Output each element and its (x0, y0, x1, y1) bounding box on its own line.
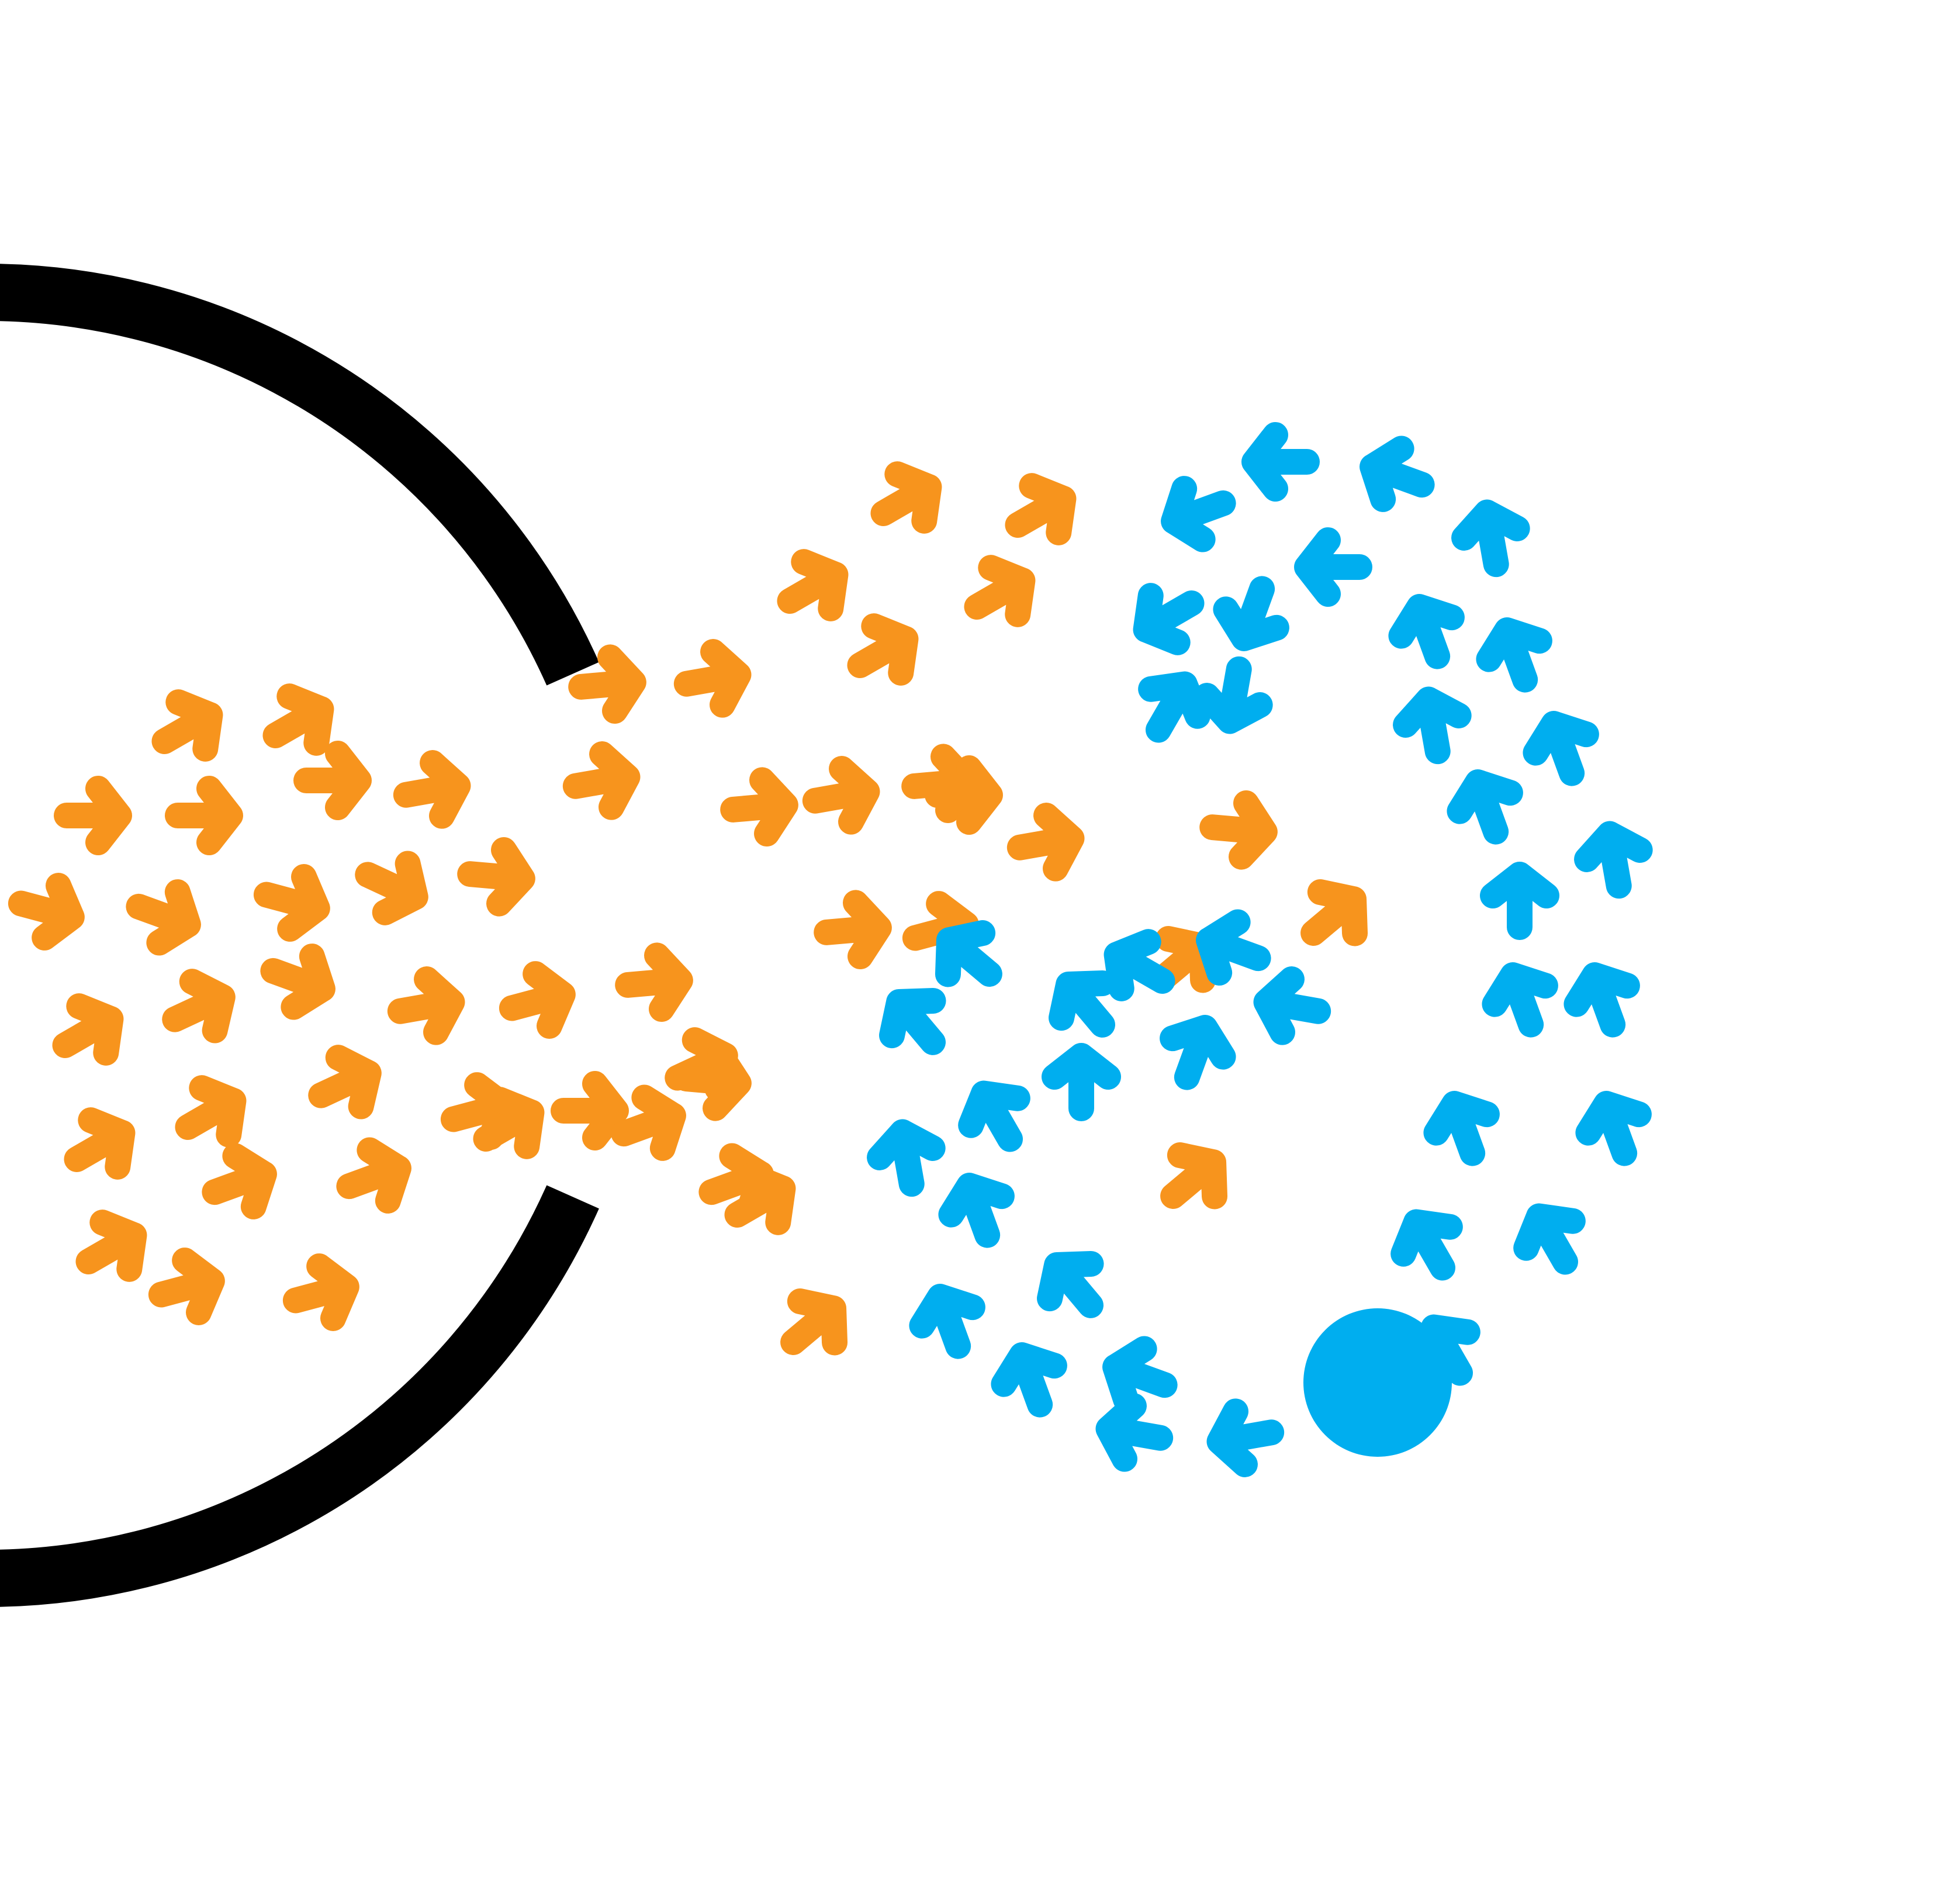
inner-arrow (1215, 1406, 1277, 1468)
incoming-arrow (396, 976, 457, 1038)
inner-arrow (876, 1128, 938, 1189)
inner-arrow (1164, 478, 1232, 547)
inner-arrow (1452, 773, 1521, 841)
incoming-arrow (1015, 812, 1077, 874)
incoming-arrow (824, 901, 881, 959)
incoming-arrow (264, 946, 332, 1014)
incoming-arrow (402, 759, 463, 821)
inner-arrow (997, 1346, 1065, 1414)
incoming-arrow (67, 789, 119, 842)
incoming-arrow (75, 1212, 148, 1285)
inner-arrow (1516, 1203, 1589, 1276)
inner-arrow (1036, 1248, 1111, 1322)
inner-arrow (1488, 966, 1556, 1034)
incoming-arrow (847, 616, 919, 689)
incoming-arrow (682, 648, 743, 710)
inner-arrow (1162, 1018, 1230, 1086)
core-group (1303, 1308, 1452, 1457)
incoming-arrow (52, 996, 124, 1069)
incoming-arrow (505, 969, 570, 1034)
inner-arrow (1363, 441, 1431, 510)
inner-arrow (1254, 435, 1307, 489)
incoming-arrow (151, 692, 224, 765)
incoming-arrow (811, 765, 872, 827)
incoming-arrow (1210, 800, 1267, 858)
inner-arrow (915, 1287, 983, 1355)
incoming-arrow (571, 751, 632, 813)
inner-arrow (1429, 1094, 1497, 1162)
inner-arrow (1393, 1209, 1466, 1281)
inner-arrow (1394, 597, 1462, 665)
incoming-arrow (154, 1255, 219, 1321)
inner-arrow (878, 984, 953, 1059)
inner-arrow (1262, 976, 1323, 1038)
inner-arrow (1199, 915, 1267, 983)
inner-arrow (1482, 621, 1550, 689)
inner-arrow (944, 1176, 1012, 1244)
incoming-arrow (625, 953, 683, 1011)
incoming-arrow (289, 1261, 354, 1326)
incoming-arrow (175, 1077, 247, 1150)
inner-arrow (1461, 508, 1523, 569)
incoming-arrow (178, 789, 230, 842)
inner-arrow (1135, 671, 1208, 744)
incoming-arrow (468, 847, 525, 905)
incoming-arrow (340, 1143, 408, 1211)
inner-arrow (1528, 714, 1597, 782)
inner-arrow (1402, 695, 1464, 756)
ring-arc (0, 264, 599, 1607)
inner-arrow (932, 920, 1006, 994)
incoming-arrow (310, 1049, 380, 1119)
incoming-arrow (1296, 879, 1371, 953)
incoming-arrow (357, 851, 427, 921)
incoming-arrow (206, 1149, 274, 1217)
inner-arrow (1054, 1056, 1108, 1108)
incoming-arrow (731, 778, 788, 836)
incoming-arrow (777, 551, 849, 624)
inner-arrow (1104, 1402, 1165, 1464)
inner-arrow (1203, 665, 1265, 726)
incoming-arrow (262, 686, 335, 759)
incoming-arrow (130, 882, 198, 950)
incoming-arrow (870, 464, 943, 537)
incoming-arrow (776, 1288, 851, 1363)
filled-circle-icon (1303, 1308, 1452, 1457)
open-ring-icon (0, 264, 599, 1607)
inner-arrow (1581, 1094, 1649, 1162)
incoming-arrows-group (14, 464, 1371, 1363)
inner-arrow (1493, 875, 1547, 927)
incoming-arrow (306, 754, 359, 807)
incoming-arrow (615, 1090, 683, 1159)
incoming-arrow (164, 973, 234, 1043)
incoming-arrow (14, 877, 79, 943)
inner-arrow (1569, 966, 1638, 1034)
incoming-arrow (1156, 1142, 1231, 1217)
incoming-arrow (1005, 475, 1077, 548)
inner-arrow (960, 1080, 1033, 1153)
inner-arrow (1219, 580, 1287, 648)
incoming-arrow (563, 1084, 616, 1138)
incoming-arrow (964, 557, 1036, 630)
incoming-arrow (64, 1110, 136, 1183)
inner-arrow (1307, 540, 1360, 594)
inner-arrow (1583, 830, 1645, 891)
inner-arrow (1133, 580, 1205, 653)
incoming-arrow (260, 869, 324, 934)
